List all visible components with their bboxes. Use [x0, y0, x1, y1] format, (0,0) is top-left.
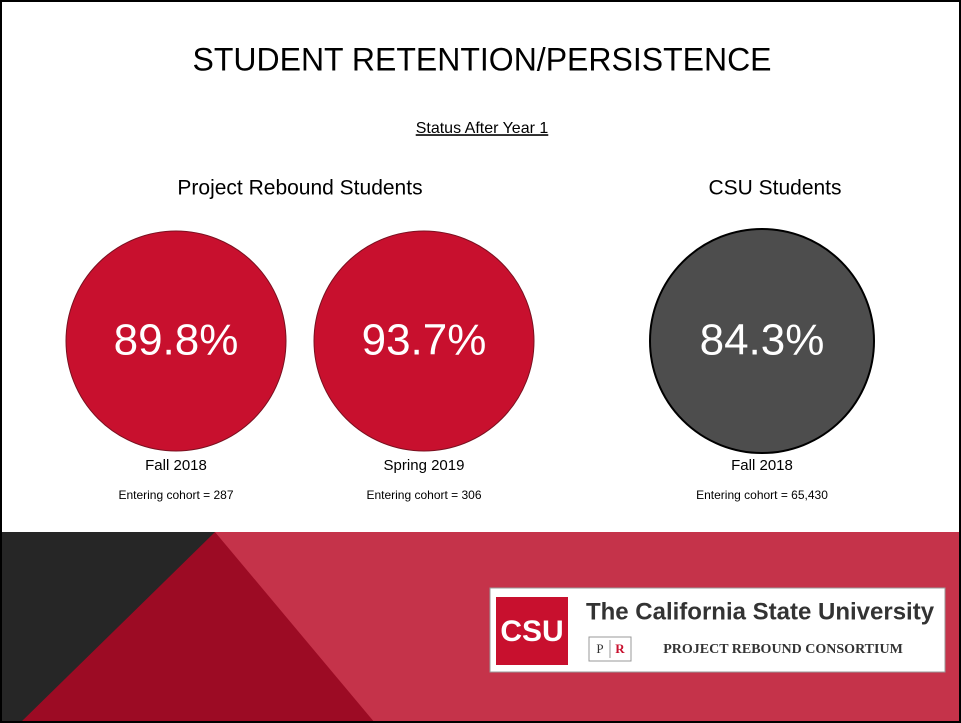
- title: STUDENT RETENTION/PERSISTENCE: [192, 41, 771, 77]
- footer-dark-red: [0, 532, 375, 723]
- subtitle: Status After Year 1: [416, 120, 549, 137]
- logo-name: The California State University: [586, 598, 935, 625]
- term: Fall 2018: [731, 457, 793, 474]
- cohort: Entering cohort = 65,430: [696, 488, 828, 502]
- pr-p: P: [596, 641, 603, 656]
- group-heading: Project Rebound Students: [177, 177, 422, 200]
- logo-mark: CSU: [500, 615, 563, 648]
- stat-value: 84.3%: [700, 316, 825, 365]
- group-heading: CSU Students: [708, 177, 841, 200]
- term: Spring 2019: [384, 457, 465, 474]
- term: Fall 2018: [145, 457, 207, 474]
- stat-circle: [65, 230, 287, 452]
- stat-value: 89.8%: [114, 316, 239, 365]
- cohort: Entering cohort = 287: [118, 488, 233, 502]
- stat-value: 93.7%: [362, 316, 487, 365]
- logo-consortium: PROJECT REBOUND CONSORTIUM: [663, 642, 903, 657]
- stat-circle: [649, 228, 875, 454]
- pr-r: R: [615, 641, 625, 656]
- footer-black: [0, 532, 215, 723]
- stat-circle: [313, 230, 535, 452]
- logo-mark-bg: [496, 597, 568, 665]
- cohort: Entering cohort = 306: [366, 488, 481, 502]
